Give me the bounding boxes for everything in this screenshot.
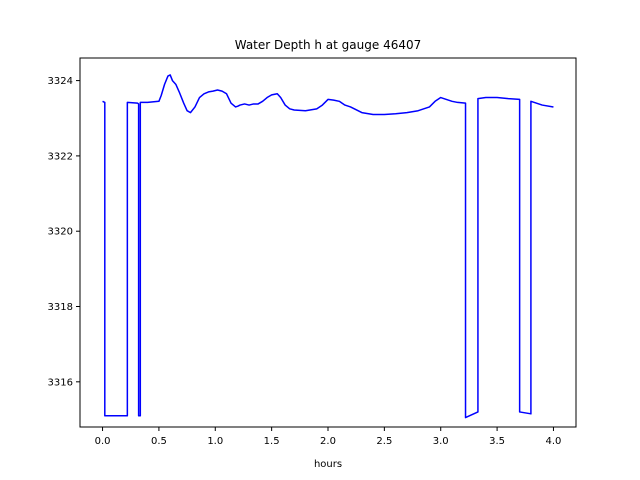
x-tick-label: 2.5 (376, 436, 392, 447)
x-tick-label: 1.0 (207, 436, 223, 447)
x-tick-label: 3.5 (489, 436, 505, 447)
x-tick-label: 2.0 (320, 436, 336, 447)
y-axis: 3316 3318 3320 3322 3324 (48, 76, 80, 388)
series-line-0 (102, 74, 554, 419)
chart-title: Water Depth h at gauge 46407 (235, 38, 422, 52)
x-tick-label: 3.0 (433, 436, 449, 447)
x-tick-label: 0.0 (95, 436, 111, 447)
y-tick-label: 3320 (48, 227, 73, 238)
x-axis: 0.0 0.5 1.0 1.5 2.0 2.5 3.0 3.5 4.0 (95, 427, 562, 447)
y-tick-label: 3316 (48, 377, 73, 388)
x-tick-label: 4.0 (546, 436, 562, 447)
series-layer (102, 74, 554, 419)
x-axis-label: hours (314, 459, 342, 470)
y-tick-label: 3324 (48, 76, 73, 87)
y-tick-label: 3322 (48, 151, 73, 162)
x-tick-label: 0.5 (151, 436, 167, 447)
y-tick-label: 3318 (48, 302, 73, 313)
x-tick-label: 1.5 (264, 436, 280, 447)
